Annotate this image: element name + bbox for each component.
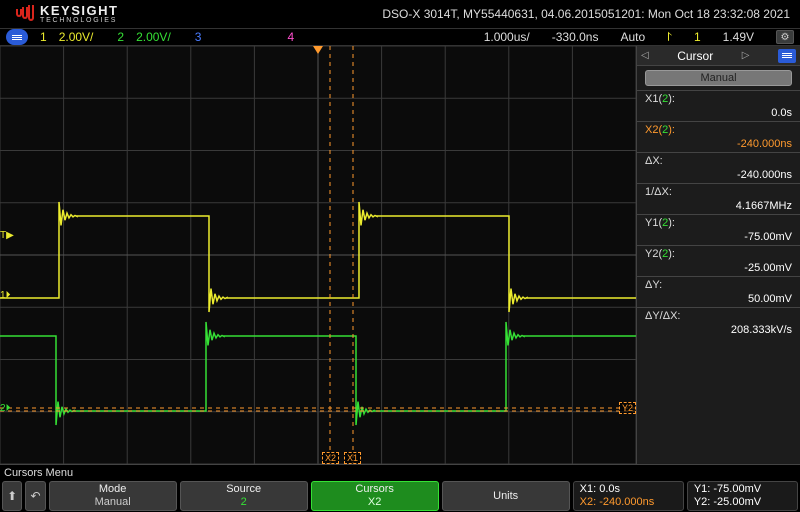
header: KEYSIGHT TECHNOLOGIES DSO-X 3014T, MY554…	[0, 0, 800, 28]
footer: Cursors Menu ⬆ ↶ ModeManualSource2Cursor…	[0, 464, 800, 512]
measure-2[interactable]: ΔX:-240.000ns	[637, 152, 800, 183]
status-x2: X2: -240.000ns	[580, 496, 677, 509]
measure-3[interactable]: 1/ΔX:4.1667MHz	[637, 183, 800, 214]
footer-status-y: Y1: -75.00mV Y2: -25.00mV	[687, 481, 798, 511]
header-info: DSO-X 3014T, MY55440631, 04.06.201505120…	[382, 7, 800, 21]
trigger-marker-icon: T▶	[0, 230, 14, 241]
cursor-y2-tag[interactable]: Y2	[619, 402, 636, 414]
footer-softkey-3[interactable]: Units	[442, 481, 570, 511]
footer-menu-title: Cursors Menu	[0, 465, 800, 481]
ch1-scale: 2.00V/	[59, 30, 94, 44]
run-mode[interactable]: Auto	[620, 30, 645, 44]
measure-0[interactable]: X1(2):0.0s	[637, 90, 800, 121]
ch2-scale: 2.00V/	[136, 30, 171, 44]
status-y2: Y2: -25.00mV	[694, 496, 791, 509]
ch1-ground-icon: 1⏵	[0, 290, 14, 301]
footer-status-x: X1: 0.0s X2: -240.000ns	[573, 481, 684, 511]
ch3-num[interactable]: 3	[195, 30, 202, 44]
cursor-mode-pill[interactable]: Manual	[645, 70, 792, 86]
panel-list-icon[interactable]	[778, 49, 796, 63]
brand-text: KEYSIGHT TECHNOLOGIES	[40, 4, 118, 24]
footer-softkey-1[interactable]: Source2	[180, 481, 308, 511]
panel-next-icon[interactable]: ▷	[742, 50, 750, 61]
panel-prev-icon[interactable]: ◁	[641, 50, 649, 61]
trigger-level: 1.49V	[723, 30, 754, 44]
side-panel-title: Cursor	[677, 49, 713, 63]
brand-sub: TECHNOLOGIES	[40, 17, 118, 24]
measure-4[interactable]: Y1(2):-75.00mV	[637, 214, 800, 245]
side-panel: ◁ Cursor ▷ Manual X1(2):0.0sX2(2):-240.0…	[636, 46, 800, 464]
waveform-svg	[0, 46, 636, 464]
keysight-logo-icon	[16, 5, 34, 23]
side-panel-header: ◁ Cursor ▷	[637, 46, 800, 66]
time-div: 1.000us/	[484, 30, 530, 44]
time-delay: -330.0ns	[552, 30, 599, 44]
menu-icon[interactable]	[6, 29, 28, 45]
cursor-x1-tag[interactable]: X1	[344, 452, 361, 464]
channel-bar: 1 2.00V/ 2 2.00V/ 3 4 1.000us/ -330.0ns …	[0, 28, 800, 46]
trigger-channel: 1	[694, 30, 701, 44]
ch1-num[interactable]: 1	[40, 30, 47, 44]
cursor-x2-tag[interactable]: X2	[322, 452, 339, 464]
status-x1: X1: 0.0s	[580, 483, 677, 496]
ch2-ground-icon: 2⏵	[0, 403, 14, 414]
measure-7[interactable]: ΔY/ΔX:208.333kV/s	[637, 307, 800, 338]
ch4-num[interactable]: 4	[287, 30, 294, 44]
waveform-display[interactable]: 1⏵ 2⏵ T▶ X2 X1 Y2	[0, 46, 636, 464]
footer-softkey-2[interactable]: CursorsX2	[311, 481, 439, 511]
measure-5[interactable]: Y2(2):-25.00mV	[637, 245, 800, 276]
footer-up-button[interactable]: ⬆	[2, 481, 22, 511]
footer-softkey-0[interactable]: ModeManual	[49, 481, 177, 511]
footer-back-button[interactable]: ↶	[25, 481, 45, 511]
settings-icon[interactable]: ⚙	[776, 30, 794, 44]
measure-1[interactable]: X2(2):-240.000ns	[637, 121, 800, 152]
measure-6[interactable]: ΔY:50.00mV	[637, 276, 800, 307]
status-y1: Y1: -75.00mV	[694, 483, 791, 496]
timebase-group: 1.000us/ -330.0ns Auto ⨡ 1 1.49V ⚙	[484, 30, 800, 45]
trigger-edge-icon: ⨡	[667, 30, 672, 45]
brand-name: KEYSIGHT	[40, 4, 118, 17]
ch2-num[interactable]: 2	[117, 30, 124, 44]
